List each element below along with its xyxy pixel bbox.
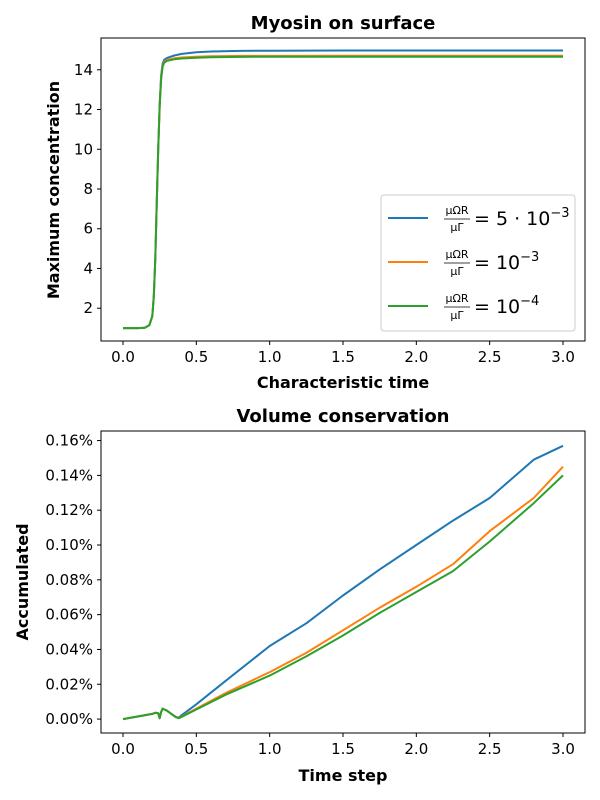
x-tick-label: 2.5 xyxy=(478,348,502,366)
y-tick-label: 0.06% xyxy=(45,606,93,624)
x-tick-label: 0.5 xyxy=(184,348,208,366)
series-line-3 xyxy=(123,55,563,330)
tick-group: 0.0 0.5 1.0 1.5 2.0 2.5 3.0 0.00% 0.02% 0.04% 0.06… xyxy=(45,432,575,758)
y-axis-label: Accumulated xyxy=(13,523,32,640)
x-axis-label: Characteristic time xyxy=(257,373,429,392)
x-tick-label: 1.0 xyxy=(258,348,282,366)
x-tick-label: 2.0 xyxy=(404,740,428,758)
series-line-2 xyxy=(122,466,564,721)
legend-fraction-denominator: μΓ xyxy=(450,309,464,322)
y-tick-label: 0.00% xyxy=(45,710,93,728)
y-tick-label: 10 xyxy=(74,140,93,158)
series-group xyxy=(122,444,564,721)
x-tick-label: 1.5 xyxy=(331,348,355,366)
y-tick-label: 0.02% xyxy=(45,675,93,693)
volume-chart: Volume conservation Time step Accumulate… xyxy=(13,406,586,785)
x-tick-label: 0.0 xyxy=(111,348,135,366)
legend-fraction-numerator: μΩR xyxy=(445,292,468,305)
y-tick-label: 0.04% xyxy=(45,640,93,658)
legend-label: = 5 · 10−3 xyxy=(474,206,570,230)
series-group xyxy=(123,49,563,330)
x-tick-label: 0.5 xyxy=(184,740,208,758)
y-tick-label: 0.14% xyxy=(45,466,93,484)
plot-frame xyxy=(100,430,586,734)
y-tick-label: 0.08% xyxy=(45,571,93,589)
x-tick-label: 1.0 xyxy=(258,740,282,758)
y-axis-label: Maximum concentration xyxy=(44,81,63,299)
y-tick-label: 14 xyxy=(74,61,93,79)
x-tick-label: 1.5 xyxy=(331,740,355,758)
y-tick-label: 0.12% xyxy=(45,501,93,519)
series-line-3 xyxy=(122,474,564,721)
y-tick-label: 8 xyxy=(83,180,93,198)
x-tick-label: 3.0 xyxy=(551,740,575,758)
y-tick-label: 2 xyxy=(83,299,93,317)
y-tick-label: 0.16% xyxy=(45,432,93,450)
x-tick-label: 3.0 xyxy=(551,348,575,366)
legend-fraction-numerator: μΩR xyxy=(445,248,468,261)
x-tick-label: 2.0 xyxy=(404,348,428,366)
series-line-1 xyxy=(122,444,564,721)
y-tick-label: 0.10% xyxy=(45,536,93,554)
chart-title: Volume conservation xyxy=(236,406,449,427)
legend-fraction-denominator: μΓ xyxy=(450,221,464,234)
chart-title: Myosin on surface xyxy=(251,13,436,34)
y-tick-label: 4 xyxy=(83,259,93,277)
x-axis-label: Time step xyxy=(299,766,388,785)
y-tick-label: 6 xyxy=(83,220,93,238)
plot-frame xyxy=(100,37,586,342)
x-tick-label: 2.5 xyxy=(478,740,502,758)
x-tick-label: 0.0 xyxy=(111,740,135,758)
legend-fraction-denominator: μΓ xyxy=(450,265,464,278)
legend-fraction-numerator: μΩR xyxy=(445,204,468,217)
legend-box xyxy=(380,194,576,332)
y-tick-label: 12 xyxy=(74,101,93,119)
tick-group: 0.0 0.5 1.0 1.5 2.0 2.5 3.0 2 4 6 8 10 12 14 xyxy=(74,61,575,366)
myosin-chart: Myosin on surface Characteristic time Ma… xyxy=(44,13,586,392)
